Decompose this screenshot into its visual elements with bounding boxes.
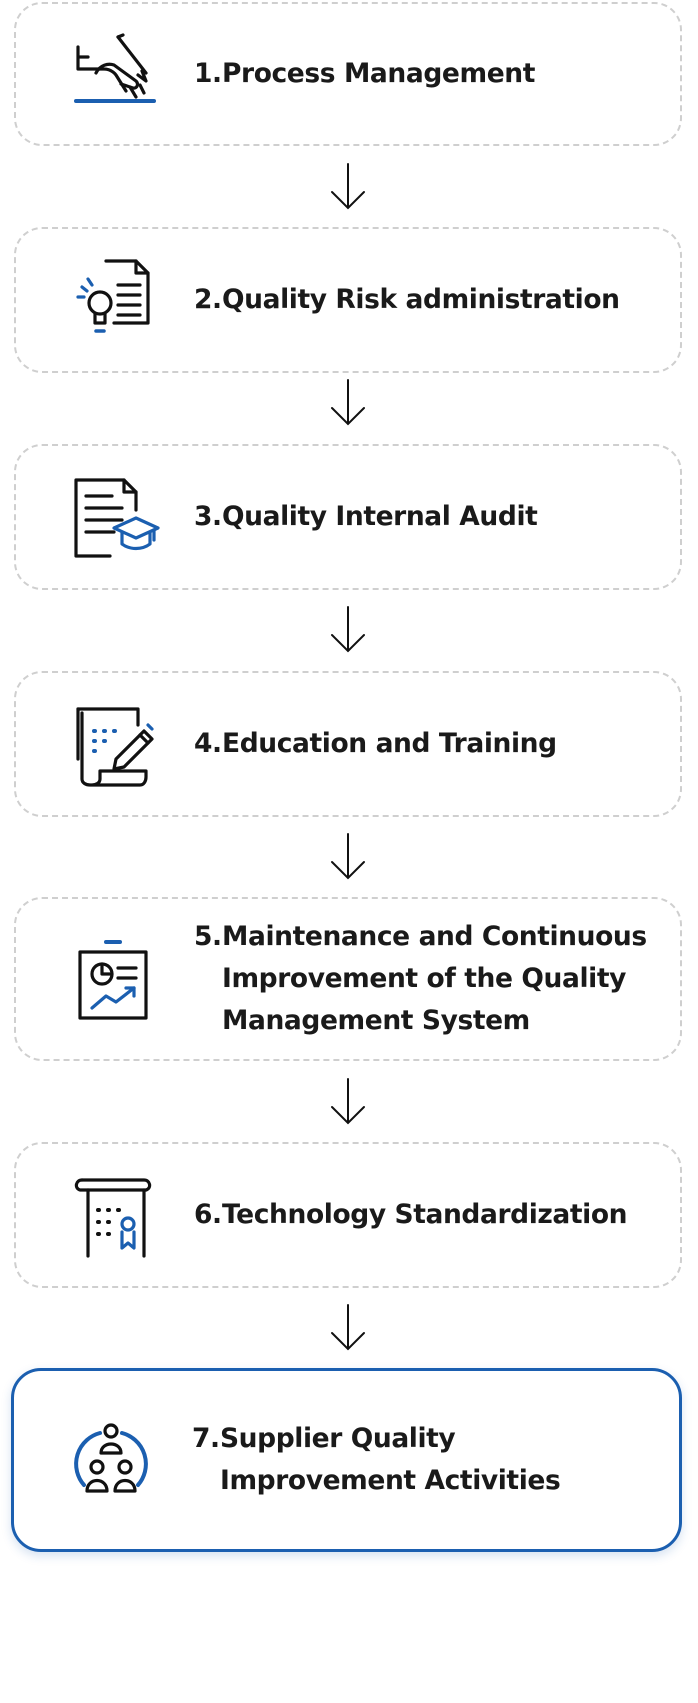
- step-7-label: 7.Supplier Quality Improvement Activitie…: [192, 1418, 661, 1502]
- step-1-label: 1.Process Management: [194, 53, 662, 95]
- step-4-box: 4.Education and Training: [14, 671, 682, 817]
- step-6-label: 6.Technology Standardization: [194, 1194, 662, 1236]
- step-number: 1.: [194, 58, 222, 89]
- down-arrow-icon: [328, 162, 368, 212]
- audit-document-graduation-icon: [66, 470, 160, 564]
- chart-board-icon: [66, 932, 160, 1026]
- step-2-box: 2.Quality Risk administration: [14, 227, 682, 373]
- step-5-box: 5.Maintenance and Continuous Improvement…: [14, 897, 682, 1061]
- step-title-line-2: Improvement Activities: [220, 1465, 561, 1496]
- down-arrow-icon: [328, 1303, 368, 1353]
- step-5-label: 5.Maintenance and Continuous Improvement…: [194, 916, 662, 1042]
- training-document-pencil-icon: [66, 697, 160, 791]
- step-title-line-3: Management System: [222, 1005, 530, 1036]
- step-number: 5.: [194, 921, 222, 952]
- down-arrow-icon: [328, 378, 368, 428]
- step-number: 4.: [194, 728, 222, 759]
- step-2-label: 2.Quality Risk administration: [194, 279, 662, 321]
- down-arrow-icon: [328, 832, 368, 882]
- step-number: 6.: [194, 1199, 222, 1230]
- step-title-line-1: Maintenance and Continuous: [222, 921, 647, 952]
- step-title-line-1: Supplier Quality: [220, 1423, 456, 1454]
- step-1-box: 1.Process Management: [14, 2, 682, 146]
- step-7-box: 7.Supplier Quality Improvement Activitie…: [11, 1368, 682, 1552]
- step-title: Quality Risk administration: [222, 284, 620, 315]
- step-3-box: 3.Quality Internal Audit: [14, 444, 682, 590]
- signing-hand-icon: [66, 27, 160, 121]
- step-title: Technology Standardization: [222, 1199, 628, 1230]
- certificate-scroll-icon: [66, 1168, 160, 1262]
- step-title: Process Management: [222, 58, 536, 89]
- step-number: 2.: [194, 284, 222, 315]
- idea-document-icon: [66, 253, 160, 347]
- step-title: Education and Training: [222, 728, 557, 759]
- supplier-team-icon: [64, 1413, 158, 1507]
- step-6-box: 6.Technology Standardization: [14, 1142, 682, 1288]
- step-3-label: 3.Quality Internal Audit: [194, 496, 662, 538]
- step-number: 3.: [194, 501, 222, 532]
- step-4-label: 4.Education and Training: [194, 723, 662, 765]
- down-arrow-icon: [328, 605, 368, 655]
- down-arrow-icon: [328, 1077, 368, 1127]
- step-title: Quality Internal Audit: [222, 501, 538, 532]
- step-number: 7.: [192, 1423, 220, 1454]
- step-title-line-2: Improvement of the Quality: [222, 963, 626, 994]
